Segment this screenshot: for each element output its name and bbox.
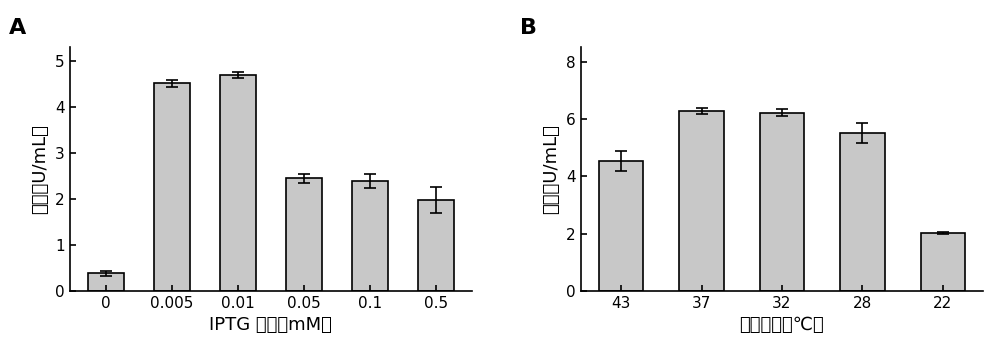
Bar [220,75,256,291]
Bar [760,113,804,291]
Bar [352,181,388,291]
Bar [88,273,124,291]
Y-axis label: 酶活（U/mL）: 酶活（U/mL） [542,124,560,214]
Bar [418,200,454,291]
Bar [921,233,965,291]
Bar [154,83,190,291]
X-axis label: 培养温度（℃）: 培养温度（℃） [740,316,824,335]
Bar [599,161,643,291]
X-axis label: IPTG 浓度（mM）: IPTG 浓度（mM） [209,316,332,335]
Text: B: B [520,18,537,38]
Y-axis label: 酶活（U/mL）: 酶活（U/mL） [31,124,49,214]
Text: A: A [9,18,26,38]
Bar [679,111,724,291]
Bar [840,133,885,291]
Bar [286,178,322,291]
